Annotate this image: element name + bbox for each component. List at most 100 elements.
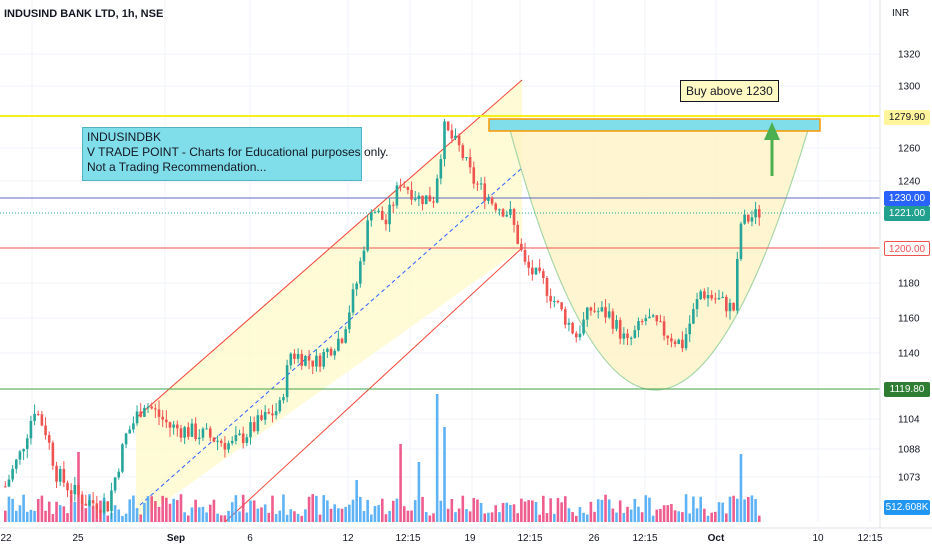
candle [607, 311, 611, 318]
volume-bar [377, 505, 380, 522]
candle [633, 330, 637, 338]
candle [563, 309, 567, 325]
candle [483, 183, 487, 201]
candle [300, 354, 304, 366]
candle [476, 183, 479, 185]
buy-arrow-head [764, 122, 780, 140]
annotation-box[interactable]: INDUSINDBK V TRADE POINT - Charts for Ed… [82, 127, 389, 181]
candle [692, 309, 695, 324]
candle [128, 429, 132, 434]
candle [84, 503, 88, 506]
price-axis-bg [880, 0, 932, 528]
volume-bar [655, 509, 659, 522]
volume-bar [205, 512, 208, 522]
candle [413, 198, 417, 200]
candle [187, 427, 190, 437]
candle [307, 355, 311, 361]
volume-bar [362, 511, 366, 522]
volume-bar [307, 496, 311, 522]
volume-bar [626, 506, 629, 522]
volume-bar [124, 513, 128, 522]
candle [574, 333, 578, 338]
volume-bar [659, 509, 662, 522]
volume-bar [36, 498, 40, 522]
y-tick-label: 1160 [898, 314, 920, 325]
candle [468, 157, 472, 168]
volume-bar [512, 504, 516, 522]
candle [391, 204, 395, 206]
volume-bar [190, 507, 194, 522]
candle [36, 413, 40, 415]
candle [91, 500, 95, 504]
candle [102, 501, 106, 513]
candle [304, 355, 307, 366]
candle [629, 337, 633, 339]
volume-bar [509, 504, 512, 522]
candle [655, 315, 659, 322]
volume-bar [549, 498, 552, 522]
candle [146, 406, 150, 408]
volume-bar [271, 495, 274, 522]
candle [648, 316, 651, 319]
volume-bar [117, 509, 121, 522]
candle [168, 422, 172, 428]
candle [355, 283, 358, 290]
x-tick-label: 6 [247, 533, 253, 544]
volume-bar [754, 499, 757, 522]
candle [326, 348, 329, 352]
candle [732, 302, 735, 311]
candle [454, 135, 457, 139]
volume-bar [501, 503, 505, 522]
volume-bar [746, 496, 750, 522]
candle [40, 414, 44, 426]
candle [219, 440, 223, 444]
volume-bar [699, 496, 702, 522]
volume-bar [219, 515, 223, 522]
volume-bar [428, 515, 432, 522]
volume-bar [370, 514, 373, 522]
volume-bar [406, 510, 410, 522]
candle [285, 365, 289, 398]
cup-outline [509, 129, 809, 391]
volume-bar [256, 508, 260, 522]
candle [516, 224, 519, 244]
volume-bar [282, 494, 285, 522]
candle [179, 428, 183, 438]
y-tick-label: 1240 [898, 177, 921, 188]
volume-bar [55, 501, 58, 522]
volume-label: 512.608K [884, 500, 930, 515]
candle [318, 355, 322, 367]
candle [282, 397, 285, 401]
volume-bar [304, 509, 307, 522]
x-tick-label: 25 [72, 533, 84, 544]
candle [33, 413, 36, 421]
volume-bar [714, 511, 717, 522]
candle [139, 411, 143, 417]
candle [22, 448, 25, 452]
candle [132, 423, 135, 430]
candle [615, 320, 618, 329]
volume-bar [461, 495, 465, 522]
x-tick-label: 12:15 [517, 533, 542, 544]
candle [194, 423, 197, 439]
volume-bars [4, 394, 761, 522]
candle [47, 435, 51, 443]
candle [212, 437, 216, 442]
buy-callout[interactable]: Buy above 1230 [680, 80, 779, 102]
annotation-line-2: V TRADE POINT - Charts for Educational p… [87, 145, 389, 159]
volume-bar [648, 497, 651, 522]
y-tick-label: 1088 [898, 445, 921, 456]
volume-bar [344, 506, 347, 522]
volume-bar [684, 494, 688, 522]
candle [348, 312, 351, 330]
candle [703, 291, 706, 299]
volume-bar [721, 502, 724, 522]
volume-bar [435, 394, 439, 522]
candle [18, 451, 22, 460]
x-tick-label: 12:15 [857, 533, 882, 544]
volume-bar [168, 503, 172, 522]
volume-bar [40, 495, 44, 522]
candle [329, 348, 333, 356]
volume-bar [516, 513, 519, 522]
